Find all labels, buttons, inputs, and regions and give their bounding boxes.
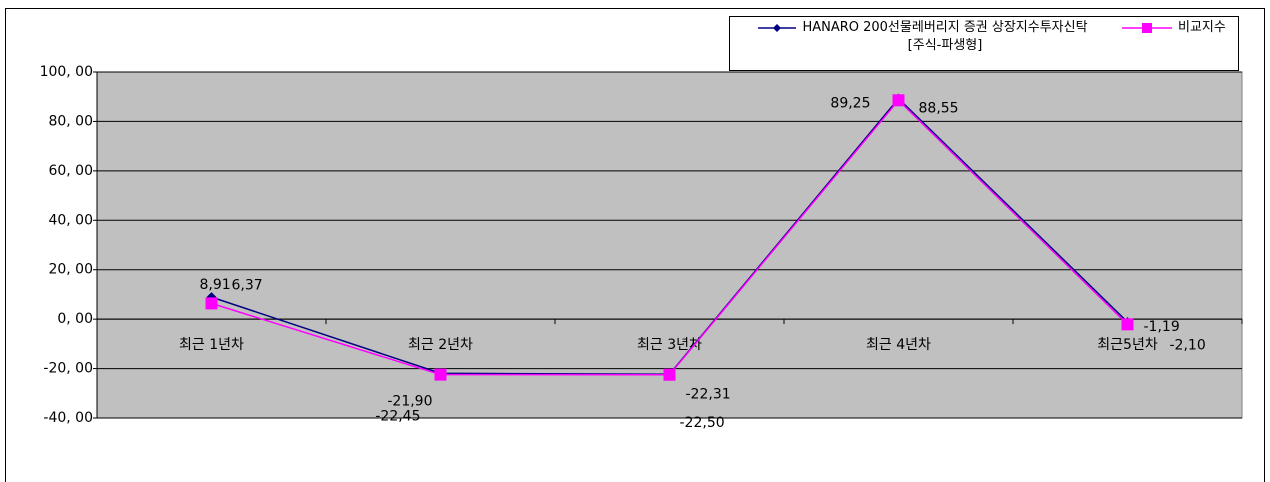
y-tick-label: -40, 00 [43, 410, 93, 426]
data-label: -22,31 [686, 386, 731, 402]
legend-marker [773, 24, 781, 32]
legend-label: 비교지수 [1178, 20, 1226, 35]
data-point [892, 94, 905, 107]
plot-area [96, 71, 1243, 419]
y-tick-label: -20, 00 [43, 361, 93, 377]
y-tick-label: 0, 00 [57, 311, 93, 327]
legend-label: HANARO 200선물레버리지 증권 상장지수투자신탁[주식-파생형] [802, 20, 1088, 53]
data-label: -21,90 [387, 393, 432, 409]
data-label: -2,10 [1170, 337, 1206, 353]
x-tick-label: 최근 3년차 [637, 337, 702, 353]
data-label: 6,37 [232, 277, 263, 293]
data-label: -22,45 [375, 409, 420, 425]
y-tick-label: 100, 00 [40, 64, 93, 80]
data-label: 89,25 [830, 96, 870, 112]
y-tick-label: 60, 00 [48, 163, 93, 179]
y-tick-label: 80, 00 [48, 113, 93, 129]
y-tick-label: 20, 00 [48, 262, 93, 278]
data-label: -22,50 [680, 415, 725, 431]
data-point [1121, 318, 1134, 331]
data-label: 88,55 [919, 100, 959, 116]
x-tick-label: 최근5년차 [1097, 337, 1158, 353]
data-point [434, 368, 447, 381]
y-tick-label: 40, 00 [48, 212, 93, 228]
data-label: -1,19 [1144, 319, 1180, 335]
x-tick-label: 최근 4년차 [866, 337, 931, 353]
data-label: 8,91 [200, 277, 231, 293]
data-point [205, 297, 218, 310]
x-tick-label: 최근 2년차 [408, 337, 473, 353]
data-point [663, 368, 676, 381]
legend-box [729, 16, 1239, 71]
legend-marker [1142, 23, 1152, 33]
x-tick-label: 최근 1년차 [179, 337, 244, 353]
